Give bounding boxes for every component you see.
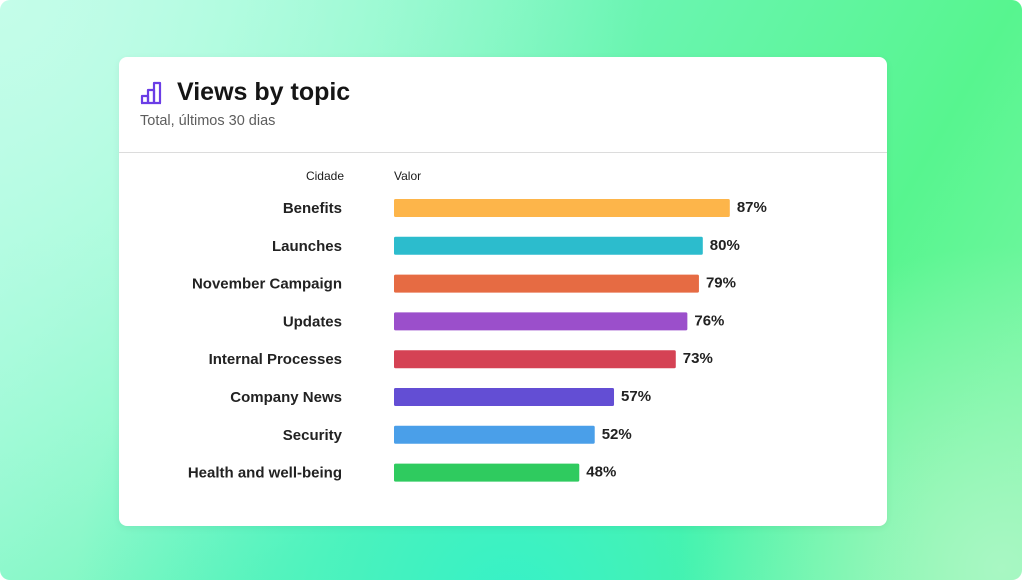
- card-subtitle: Total, últimos 30 dias: [140, 113, 276, 129]
- value-label: 73%: [683, 350, 713, 367]
- category-label: Security: [283, 427, 343, 444]
- bar: [394, 236, 703, 255]
- value-label: 87%: [737, 199, 767, 216]
- category-label: Internal Processes: [209, 351, 342, 368]
- category-label: Health and well-being: [188, 465, 342, 482]
- bar: [394, 350, 676, 369]
- bar: [394, 425, 595, 444]
- value-label: 57%: [621, 388, 651, 405]
- bar: [394, 388, 615, 406]
- bar: [394, 199, 730, 217]
- value-label: 76%: [694, 312, 724, 329]
- category-column-header: Cidade: [306, 169, 344, 183]
- category-label: Updates: [283, 313, 342, 330]
- card-title: Views by topic: [177, 78, 351, 106]
- value-label: 80%: [710, 237, 740, 254]
- bar: [394, 274, 699, 293]
- value-label: 52%: [602, 426, 632, 443]
- value-column-header: Valor: [394, 169, 421, 183]
- chart-card: Views by topic Total, últimos 30 dias Ci…: [119, 57, 887, 526]
- bar: [394, 463, 580, 482]
- category-label: Company News: [230, 389, 342, 406]
- bar-chart-icon: [140, 81, 162, 105]
- value-label: 79%: [706, 275, 736, 292]
- bar-chart: Cidade Valor Benefits 87% Launches 80% Novem…: [188, 169, 767, 482]
- card-header: Views by topic Total, últimos 30 dias: [119, 57, 887, 153]
- category-label: Benefits: [283, 200, 342, 217]
- value-label: 48%: [586, 464, 616, 481]
- category-label: November Campaign: [192, 276, 342, 293]
- bar: [394, 312, 688, 331]
- category-label: Launches: [272, 238, 342, 255]
